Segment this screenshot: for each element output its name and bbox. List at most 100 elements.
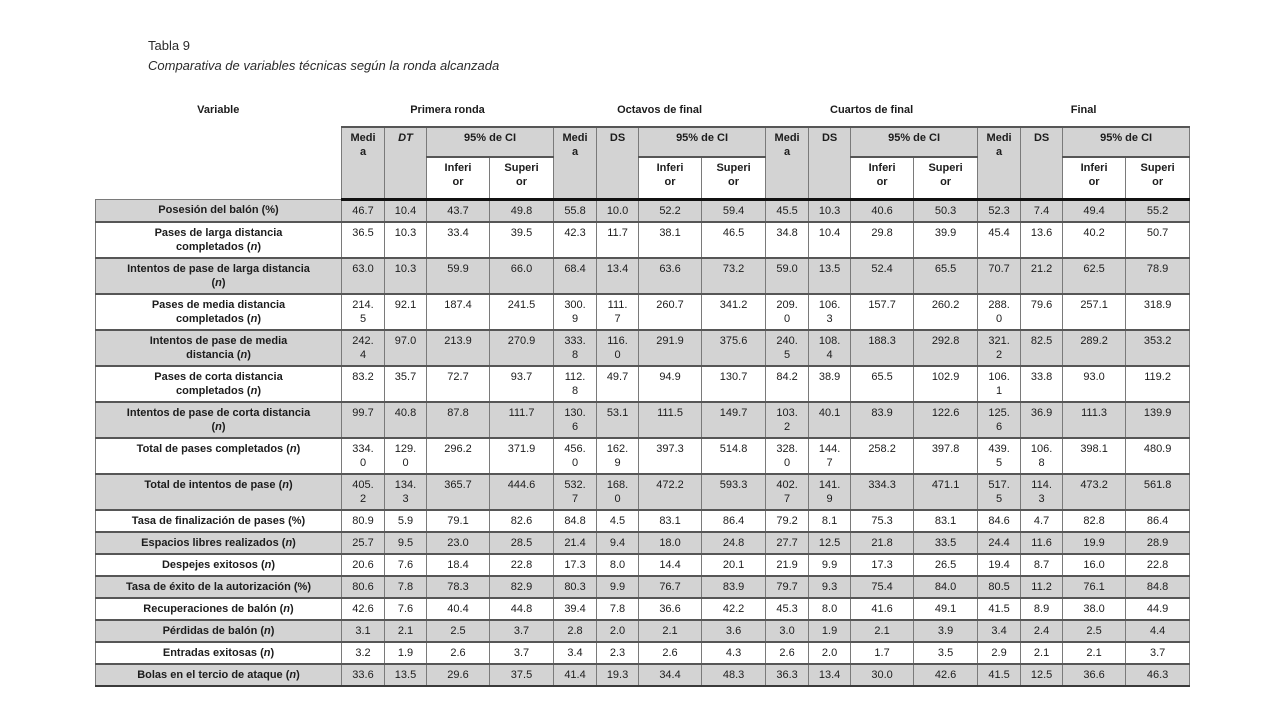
value-cell: 9.9 <box>596 575 640 599</box>
table-row: Pérdidas de balón (n) 3.1 2.1 2.5 3.7 2.8 2.0 2… <box>95 619 1191 643</box>
value-cell: 19.9 <box>1062 531 1127 555</box>
value-cell: 20.6 <box>341 553 385 577</box>
value-cell: 292.8 <box>913 329 979 367</box>
value-cell: 19.4 <box>977 553 1022 577</box>
value-cell: 65.5 <box>850 365 915 403</box>
value-cell: 517. 5 <box>977 473 1022 511</box>
value-cell: 365.7 <box>426 473 490 511</box>
value-cell: 514.8 <box>701 437 767 475</box>
value-cell: 10.3 <box>384 221 427 259</box>
media-header: Medi a <box>765 126 810 201</box>
value-cell: 300. 9 <box>553 293 598 331</box>
value-cell: 52.4 <box>850 257 915 295</box>
value-cell: 45.3 <box>765 597 810 621</box>
value-cell: 82.5 <box>1020 329 1064 367</box>
inferior-header: Inferi or <box>638 156 703 201</box>
value-cell: 334.3 <box>850 473 915 511</box>
value-cell: 75.4 <box>850 575 915 599</box>
value-cell: 1.7 <box>850 641 915 665</box>
superior-header: Superi or <box>913 156 979 201</box>
value-cell: 40.2 <box>1062 221 1127 259</box>
value-cell: 87.8 <box>426 401 490 439</box>
value-cell: 106. 3 <box>808 293 852 331</box>
value-cell: 28.5 <box>488 531 555 555</box>
value-cell: 12.5 <box>808 531 852 555</box>
table-row: Tasa de finalización de pases (%) 80.9 5.9… <box>95 509 1191 533</box>
value-cell: 17.3 <box>553 553 598 577</box>
value-cell: 33.8 <box>1020 365 1064 403</box>
value-cell: 106. 1 <box>977 365 1022 403</box>
value-cell: 9.9 <box>808 553 852 577</box>
value-cell: 55.8 <box>553 199 598 223</box>
value-cell: 42.6 <box>913 663 979 687</box>
ci-header: 95% de CI <box>850 126 979 158</box>
value-cell: 2.0 <box>808 641 852 665</box>
value-cell: 2.6 <box>638 641 703 665</box>
table-row: Despejes exitosos (n) 20.6 7.6 18.4 22.8 17.3… <box>95 553 1191 577</box>
value-cell: 18.0 <box>638 531 703 555</box>
ci-header: 95% de CI <box>638 126 767 158</box>
value-cell: 258.2 <box>850 437 915 475</box>
value-cell: 33.4 <box>426 221 490 259</box>
value-cell: 439. 5 <box>977 437 1022 475</box>
ci-bounds-row: Inferi or Superi or Inferi or Superi or … <box>96 156 1191 201</box>
value-cell: 11.2 <box>1020 575 1064 599</box>
value-cell: 168. 0 <box>596 473 640 511</box>
value-cell: 333. 8 <box>553 329 598 367</box>
variable-label: Recuperaciones de balón (n) <box>95 597 342 621</box>
value-cell: 36.9 <box>1020 401 1064 439</box>
value-cell: 24.8 <box>701 531 767 555</box>
value-cell: 10.4 <box>384 199 427 223</box>
value-cell: 242. 4 <box>341 329 385 367</box>
value-cell: 296.2 <box>426 437 490 475</box>
variable-label: Intentos de pase de media distancia (n) <box>95 329 342 367</box>
value-cell: 80.3 <box>553 575 598 599</box>
group-header-row: Variable Primera ronda Octavos de final … <box>95 100 1190 200</box>
table-row: Recuperaciones de balón (n) 42.6 7.6 40.4 44… <box>95 597 1191 621</box>
ds-header: DS <box>808 126 852 201</box>
value-cell: 260.7 <box>638 293 703 331</box>
value-cell: 82.6 <box>488 509 555 533</box>
value-cell: 321. 2 <box>977 329 1022 367</box>
value-cell: 2.3 <box>596 641 640 665</box>
value-cell: 13.5 <box>384 663 427 687</box>
value-cell: 80.9 <box>341 509 385 533</box>
value-cell: 2.5 <box>1062 619 1127 643</box>
value-cell: 39.9 <box>913 221 979 259</box>
value-cell: 42.3 <box>553 221 598 259</box>
value-cell: 17.3 <box>850 553 915 577</box>
value-cell: 162. 9 <box>596 437 640 475</box>
value-cell: 3.2 <box>341 641 385 665</box>
ci-header: 95% de CI <box>1062 126 1191 158</box>
value-cell: 2.1 <box>384 619 427 643</box>
value-cell: 84.6 <box>977 509 1022 533</box>
table-row: Intentos de pase de larga distancia (n) 6… <box>95 257 1191 295</box>
value-cell: 3.6 <box>701 619 767 643</box>
variable-label: Tasa de finalización de pases (%) <box>95 509 342 533</box>
table-row: Pases de larga distancia completados (n)… <box>95 221 1191 259</box>
value-cell: 2.8 <box>553 619 598 643</box>
value-cell: 26.5 <box>913 553 979 577</box>
value-cell: 52.3 <box>977 199 1022 223</box>
ds-header: DS <box>1020 126 1064 201</box>
variable-label: Espacios libres realizados (n) <box>95 531 342 555</box>
inferior-header: Inferi or <box>1062 156 1127 201</box>
value-cell: 129. 0 <box>384 437 427 475</box>
value-cell: 471.1 <box>913 473 979 511</box>
value-cell: 20.1 <box>701 553 767 577</box>
group-header-cuartos: Cuartos de final <box>765 100 978 127</box>
value-cell: 593.3 <box>701 473 767 511</box>
table-row: Tasa de éxito de la autorización (%) 80.6… <box>95 575 1191 599</box>
value-cell: 59.4 <box>701 199 767 223</box>
value-cell: 4.3 <box>701 641 767 665</box>
variable-label: Pérdidas de balón (n) <box>95 619 342 643</box>
value-cell: 59.9 <box>426 257 490 295</box>
value-cell: 112. 8 <box>553 365 598 403</box>
value-cell: 1.9 <box>384 641 427 665</box>
group-header-primera-ronda: Primera ronda <box>341 100 554 127</box>
value-cell: 84.8 <box>553 509 598 533</box>
value-cell: 108. 4 <box>808 329 852 367</box>
value-cell: 103. 2 <box>765 401 810 439</box>
inferior-header: Inferi or <box>850 156 915 201</box>
